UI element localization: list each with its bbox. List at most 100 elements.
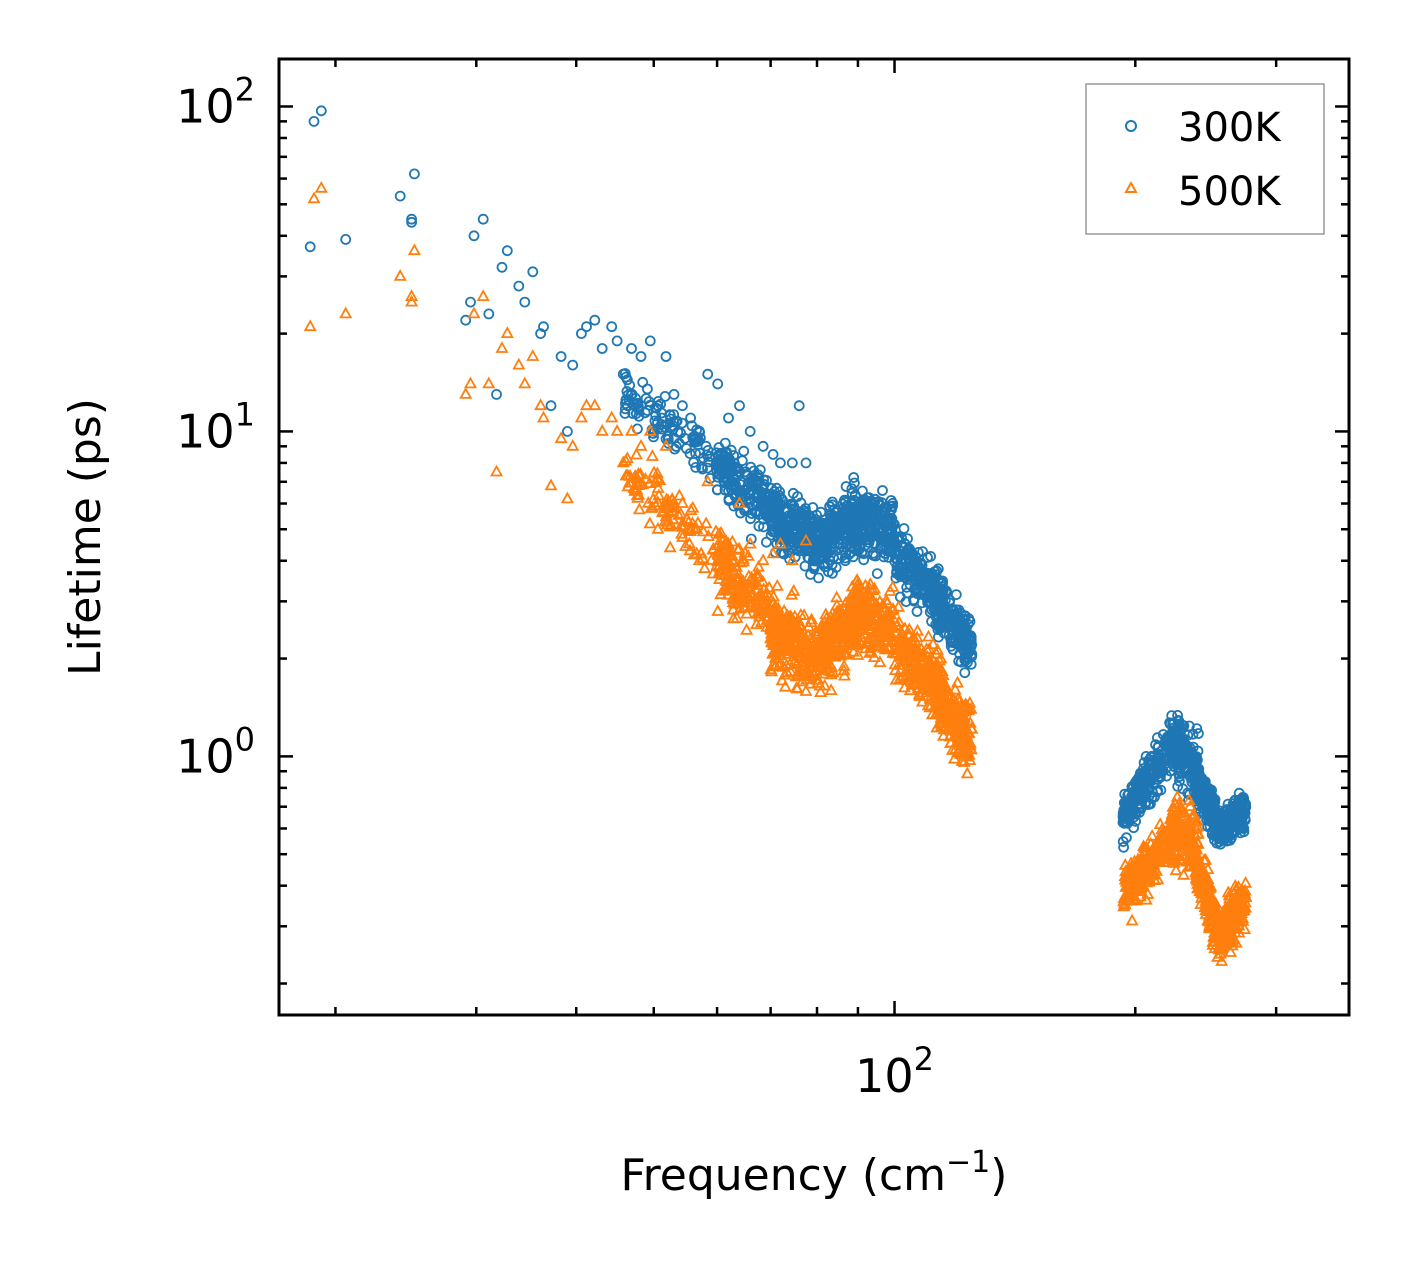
point-300k-1353 (928, 580, 940, 592)
point-300k-114 (630, 408, 642, 420)
point-300k-1105 (922, 552, 933, 563)
point-300k-596 (848, 472, 860, 483)
point-300k-1103 (898, 523, 910, 534)
point-300k-84 (637, 376, 649, 388)
point-300k-746 (819, 514, 830, 526)
point-300k-1219 (902, 571, 914, 582)
point-300k-42 (643, 396, 655, 408)
point-300k-729 (824, 501, 836, 513)
point-300k-995 (863, 510, 874, 522)
point-300k-534 (791, 510, 803, 521)
point-300k-119 (688, 456, 699, 468)
point-300k-63 (632, 397, 644, 409)
point-300k-767 (816, 519, 828, 531)
point-300k-770 (822, 528, 834, 540)
point-300k-996 (887, 500, 898, 512)
point-300k-1183 (918, 585, 929, 597)
point-300k-308 (716, 464, 728, 476)
point-300k-775 (830, 523, 842, 534)
point-300k-287 (749, 506, 761, 518)
point-300k-91 (673, 437, 685, 449)
point-300k-99 (695, 432, 706, 444)
point-300k-961 (886, 524, 897, 536)
point-300k-519 (776, 534, 787, 545)
point-300k-110 (689, 434, 700, 446)
point-300k-90 (697, 463, 708, 475)
point-300k-1215 (910, 585, 922, 596)
point-300k-118 (649, 415, 661, 427)
point-300k-997 (862, 533, 874, 545)
y-axis-label: Lifetime (ps) (60, 398, 111, 676)
point-300k-509 (802, 509, 814, 521)
point-300k-295 (728, 488, 739, 500)
point-300k-946 (852, 544, 864, 556)
point-300k-210 (712, 484, 723, 496)
point-300k-317 (746, 480, 757, 492)
point-300k-1212 (904, 549, 916, 561)
point-300k-493 (792, 491, 803, 502)
point-300k-498 (783, 538, 795, 550)
point-300k-298 (728, 473, 739, 485)
point-300k-1349 (953, 655, 965, 667)
point-300k-206 (754, 464, 766, 476)
point-300k-1217 (896, 532, 907, 544)
point-300k-538 (793, 545, 805, 557)
point-300k-100 (619, 407, 631, 419)
point-300k-97 (681, 443, 692, 454)
point-300k-273 (722, 454, 734, 466)
point-300k-309 (721, 474, 732, 486)
point-300k-571 (840, 481, 852, 492)
point-300k-164 (745, 533, 757, 545)
point-300k-527 (807, 561, 819, 573)
point-300k-991 (873, 499, 884, 510)
point-300k-247 (712, 451, 724, 463)
point-300k-300 (736, 455, 748, 467)
point-300k-96 (701, 449, 713, 461)
point-300k-368 (769, 486, 780, 498)
point-300k-769 (813, 534, 825, 546)
point-300k-102 (660, 433, 672, 445)
point-300k-950 (845, 498, 857, 510)
point-300k-777 (814, 540, 826, 552)
point-300k-771 (811, 528, 823, 539)
point-300k-528 (774, 528, 785, 539)
point-300k-998 (864, 531, 876, 542)
point-300k-537 (795, 526, 807, 538)
point-300k-1207 (899, 538, 910, 549)
point-300k-980 (867, 550, 879, 561)
point-300k-117 (624, 379, 635, 391)
point-300k-757 (818, 558, 830, 570)
point-300k-305 (730, 480, 741, 492)
point-300k-860 (877, 485, 888, 496)
point-300k-1229 (950, 589, 962, 600)
point-300k-1181 (915, 569, 926, 581)
point-300k-312 (743, 476, 754, 488)
point-300k-999 (847, 527, 858, 538)
point-300k-990 (878, 513, 890, 524)
point-300k-1390 (959, 667, 971, 679)
legend-label-500k: 500K (1178, 169, 1282, 215)
point-300k-539 (789, 532, 801, 544)
point-300k-445 (775, 492, 787, 504)
point-300k-108 (667, 420, 679, 432)
data-points (303, 105, 1253, 966)
point-300k-530 (775, 513, 786, 525)
point-300k-271 (758, 521, 769, 533)
point-300k-306 (740, 466, 751, 478)
point-300k-68 (665, 413, 677, 425)
point-300k-762 (813, 572, 824, 584)
point-300k-1370 (945, 640, 957, 652)
point-300k-773 (828, 552, 839, 564)
point-300k-986 (855, 516, 866, 527)
point-300k-27 (690, 461, 702, 473)
point-300k-1216 (908, 563, 920, 575)
point-300k-470 (807, 502, 819, 513)
point-300k-483 (774, 486, 785, 498)
point-300k-977 (880, 519, 891, 530)
point-300k-1214 (890, 553, 902, 564)
point-300k-288 (727, 466, 738, 477)
point-300k-276 (719, 467, 731, 479)
point-300k-65 (650, 410, 662, 422)
point-300k-113 (670, 441, 682, 452)
